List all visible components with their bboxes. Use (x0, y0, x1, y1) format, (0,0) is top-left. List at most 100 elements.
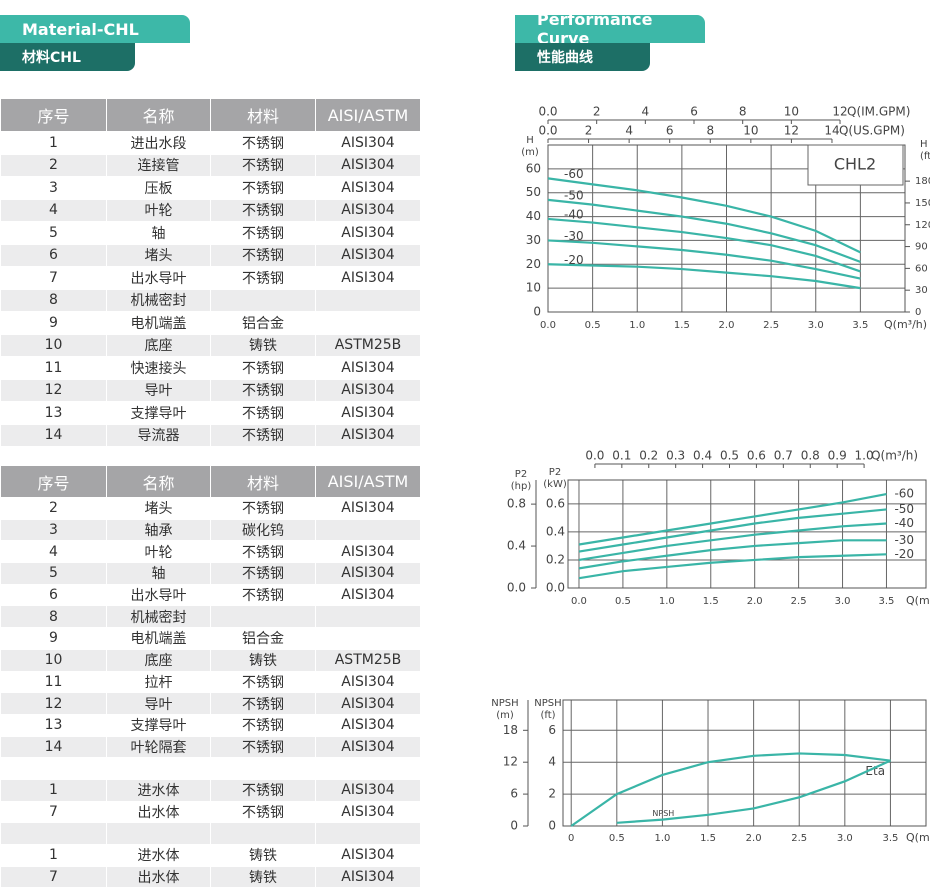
section-tab: Material-CHL (0, 15, 190, 43)
y-tick-label: 6 (548, 723, 556, 737)
table-cell: 4 (0, 198, 107, 222)
series-label: NPSH (652, 809, 674, 818)
table-cell: 不锈钢 (210, 198, 316, 222)
table-cell: ASTM25B (315, 648, 421, 672)
x-tick-label: 0.5 (585, 320, 601, 331)
table-cell (315, 518, 421, 542)
table-cell: 12 (0, 692, 107, 715)
top-axis-label: Q(IM.GPM) (847, 105, 910, 119)
top-tick-label: 0.0 (538, 124, 557, 138)
table-cell: 出水体 (106, 865, 211, 889)
table-cell: 机械密封 (106, 605, 211, 629)
table-row: 6 出水导叶 不锈钢 AISI304 (0, 583, 421, 607)
x-tick-label: 3.5 (882, 833, 898, 844)
table-cell: AISI304 (315, 865, 421, 889)
x-tick-label: 2.5 (791, 833, 807, 844)
top-tick-label: 0.3 (666, 449, 685, 463)
table-cell (210, 288, 316, 312)
table-cell: 堵头 (106, 243, 211, 267)
table-row: 3 压板 不锈钢 AISI304 (0, 176, 421, 200)
series-label: -30 (894, 533, 914, 547)
y-tick-label: 0.2 (546, 552, 565, 566)
table-row: 10 底座 铸铁 ASTM25B (0, 333, 421, 357)
curve (547, 239, 861, 280)
table-cell: AISI304 (315, 540, 421, 564)
top-tick-label: 14 (824, 124, 839, 138)
table-cell: 不锈钢 (210, 356, 316, 380)
table-cell: AISI304 (315, 153, 421, 177)
table-cell: 不锈钢 (210, 243, 316, 267)
top-tick-label: 4 (625, 124, 633, 138)
series-label: -20 (564, 253, 584, 267)
table-cell: 轴承 (106, 518, 211, 542)
top-axis-label: Q(US.GPM) (839, 124, 905, 138)
y-axis-label: (kW) (543, 479, 567, 490)
table-row: 1 进出水段 不锈钢 AISI304 (0, 131, 421, 155)
y-tick-label: 30 (526, 233, 541, 247)
table-cell: AISI304 (315, 497, 421, 520)
x-tick-label: 1.5 (703, 596, 719, 607)
table-cell: 底座 (106, 648, 211, 672)
y2-axis-label: (m) (496, 710, 514, 721)
table-row: 8 机械密封 (0, 605, 421, 629)
table-row: 1 进水体 铸铁 AISI304 (0, 844, 421, 867)
table-row: 13 支撑导叶 不锈钢 AISI304 (0, 713, 421, 737)
table-row: 8 机械密封 (0, 288, 421, 312)
series-label: -60 (564, 167, 584, 181)
table-cell: 不锈钢 (210, 778, 316, 802)
y-axis-label: NPSH (534, 698, 561, 709)
top-tick-label: 6 (666, 124, 674, 138)
y2-tick-label: 0.4 (507, 539, 526, 553)
table-cell: 铸铁 (210, 333, 316, 357)
x-axis-label: Q(m³/h) (884, 318, 927, 331)
x-tick-label: 0.0 (571, 596, 587, 607)
y2-tick-label: 180 (915, 176, 930, 187)
series-label: -50 (564, 188, 584, 202)
column-header: 序号 (0, 98, 107, 132)
curve (578, 553, 887, 580)
y2-axis-label: P2 (515, 469, 527, 480)
top-tick-label: 0.9 (828, 449, 847, 463)
x-tick-label: 1.0 (654, 833, 670, 844)
table-cell: 1 (0, 778, 107, 802)
curve (616, 759, 891, 824)
table-cell: 不锈钢 (210, 713, 316, 737)
table-row (0, 822, 421, 845)
table-cell: 铸铁 (210, 865, 316, 889)
table-cell: 进水体 (106, 778, 211, 802)
table-row: 14 导流器 不锈钢 AISI304 (0, 423, 421, 447)
x-axis-label: Q(m³/h) (906, 831, 930, 844)
table-cell: 出水导叶 (106, 583, 211, 607)
table-cell: AISI304 (315, 844, 421, 867)
x-tick-label: 1.5 (674, 320, 690, 331)
table-cell: AISI304 (315, 243, 421, 267)
table-cell: 6 (0, 243, 107, 267)
y-tick-label: 0.4 (546, 524, 565, 538)
table-cell: AISI304 (315, 670, 421, 694)
y2-axis-label: (ft) (920, 151, 930, 162)
table-row: 12 导叶 不锈钢 AISI304 (0, 692, 421, 715)
curve (547, 263, 861, 290)
table-cell: 14 (0, 735, 107, 759)
top-tick-label: 0.4 (693, 449, 712, 463)
table-row: 3 轴承 碳化钨 (0, 518, 421, 542)
table-cell: 快速接头 (106, 356, 211, 380)
series-label: -40 (564, 207, 584, 221)
x-tick-label: 0 (568, 833, 574, 844)
material-table: 序号 名称 材料 AISI/ASTM 1 进出水段 不锈钢 AISI304 2 连接管 不锈钢 AIS… (0, 98, 421, 447)
y2-tick-label: 6 (510, 787, 518, 801)
table-row: 5 轴不锈钢 AISI304 (0, 562, 421, 585)
x-tick-label: 3.5 (879, 596, 895, 607)
y-tick-label: 4 (548, 755, 556, 769)
series-label: -50 (894, 502, 914, 516)
table-row: 4 叶轮 不锈钢 AISI304 (0, 540, 421, 564)
top-tick-label: 10 (743, 124, 758, 138)
table-cell: AISI304 (315, 356, 421, 380)
table-cell: 叶轮 (106, 198, 211, 222)
top-tick-label: 8 (739, 105, 747, 119)
top-tick-label: 1.0 (855, 449, 874, 463)
x-tick-label: 0.5 (615, 596, 631, 607)
x-tick-label: 2.5 (763, 320, 779, 331)
table-cell: 不锈钢 (210, 221, 316, 245)
x-tick-label: 1.0 (629, 320, 645, 331)
